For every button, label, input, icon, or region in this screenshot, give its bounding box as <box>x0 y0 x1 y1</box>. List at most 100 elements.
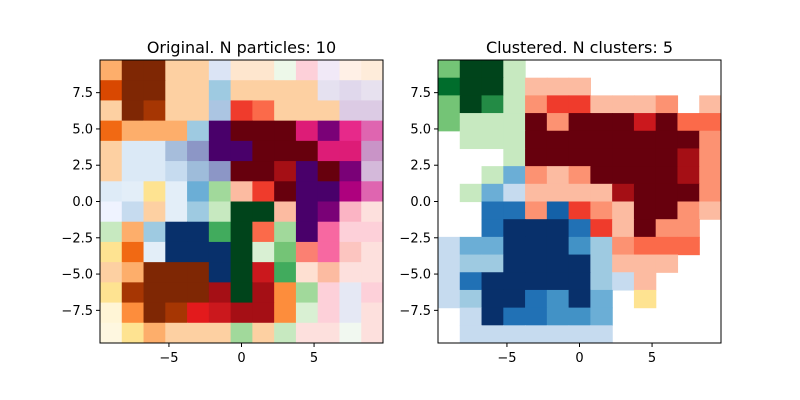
heatmap-cell <box>546 236 570 256</box>
heatmap-cell <box>100 302 123 324</box>
heatmap-cell <box>187 221 210 243</box>
heatmap-cell <box>677 236 700 256</box>
x-tick-label: 0 <box>575 351 583 366</box>
heatmap-cell <box>252 120 275 142</box>
heatmap-cell <box>361 302 383 324</box>
heatmap-cell <box>612 183 635 203</box>
heatmap-cell <box>143 80 166 102</box>
heatmap-cell <box>100 262 123 283</box>
heatmap-cell <box>230 181 253 203</box>
heatmap-cell <box>546 148 570 167</box>
heatmap-cell <box>612 95 635 114</box>
heatmap-cell <box>295 80 319 102</box>
heatmap-cell <box>208 262 232 283</box>
heatmap-cell <box>317 302 341 324</box>
heatmap-cell <box>274 322 297 343</box>
heatmap-cell <box>655 148 679 167</box>
heatmap-cell <box>699 201 721 220</box>
heatmap-cell <box>677 148 700 167</box>
y-tick-label: 0.0 <box>410 195 431 210</box>
heatmap-cell <box>295 302 319 324</box>
heatmap-cell <box>252 80 275 102</box>
heatmap-cell <box>546 325 570 343</box>
heatmap-cell <box>295 322 319 343</box>
heatmap-cell <box>339 161 362 182</box>
heatmap-cell <box>121 140 145 162</box>
heatmap-cell <box>121 181 145 203</box>
heatmap-cell <box>361 282 383 304</box>
heatmap-cell <box>438 289 461 309</box>
heatmap-cell <box>143 161 166 182</box>
heatmap-cell <box>633 130 657 150</box>
heatmap-cell <box>503 219 526 238</box>
heatmap-cell <box>143 181 166 203</box>
heatmap-cell <box>230 60 253 81</box>
heatmap-cell <box>252 140 275 162</box>
heatmap-cell <box>655 236 679 256</box>
heatmap-cell <box>143 140 166 162</box>
heatmap-cell <box>503 60 526 79</box>
heatmap-cell <box>438 113 461 132</box>
heatmap-cell <box>361 221 383 243</box>
heatmap-cell <box>655 254 679 273</box>
heatmap-cell <box>481 289 504 309</box>
heatmap-cell <box>481 272 504 291</box>
heatmap-cell <box>252 322 275 343</box>
heatmap-cell <box>208 100 232 122</box>
heatmap-cell <box>525 201 548 220</box>
heatmap-cell <box>699 130 721 150</box>
heatmap-cell <box>165 60 188 81</box>
heatmap-cell <box>165 161 188 182</box>
heatmap-cell <box>295 60 319 81</box>
heatmap-cell <box>568 236 591 256</box>
heatmap-cell <box>187 80 210 102</box>
heatmap-cell <box>503 183 526 203</box>
heatmap-cell <box>230 282 253 304</box>
heatmap-cell <box>230 221 253 243</box>
x-tick-label: −5 <box>497 351 516 366</box>
heatmap-cell <box>361 201 383 223</box>
heatmap-cell <box>295 100 319 122</box>
heatmap-cell <box>230 80 253 102</box>
heatmap-cell <box>655 166 679 185</box>
heatmap-cell <box>459 307 483 326</box>
heatmap-cell <box>252 241 275 263</box>
heatmap-cell <box>230 201 253 223</box>
heatmap-cell <box>252 181 275 203</box>
heatmap-cell <box>590 130 613 150</box>
heatmap-cell <box>100 120 123 142</box>
y-tick-label: 5.0 <box>72 122 93 137</box>
heatmap-cells <box>438 60 721 343</box>
heatmap-cell <box>361 181 383 203</box>
heatmap-cell <box>339 60 362 81</box>
heatmap-cell <box>121 100 145 122</box>
heatmap-cell <box>143 201 166 223</box>
heatmap-cell <box>187 140 210 162</box>
heatmap-cell <box>274 221 297 243</box>
heatmap-cell <box>481 130 504 150</box>
heatmap-cell <box>208 140 232 162</box>
heatmap-cell <box>525 130 548 150</box>
heatmap-cell <box>143 100 166 122</box>
heatmap-cell <box>121 241 145 263</box>
heatmap-cell <box>361 262 383 283</box>
heatmap-cell <box>100 80 123 102</box>
heatmap-cell <box>525 272 548 291</box>
heatmap-cell <box>361 241 383 263</box>
heatmap-cell <box>590 325 613 343</box>
heatmap-cell <box>459 113 483 132</box>
heatmap-cell <box>612 166 635 185</box>
heatmap-cell <box>503 113 526 132</box>
heatmap-cell <box>438 272 461 291</box>
heatmap-cell <box>546 166 570 185</box>
heatmap-cell <box>481 95 504 114</box>
heatmap-cell <box>295 161 319 182</box>
heatmap-cell <box>230 241 253 263</box>
heatmap-cell <box>100 322 123 343</box>
heatmap-cell <box>230 140 253 162</box>
heatmap-cell <box>317 221 341 243</box>
heatmap-cell <box>590 201 613 220</box>
heatmap-cell <box>590 183 613 203</box>
heatmap-cell <box>339 302 362 324</box>
